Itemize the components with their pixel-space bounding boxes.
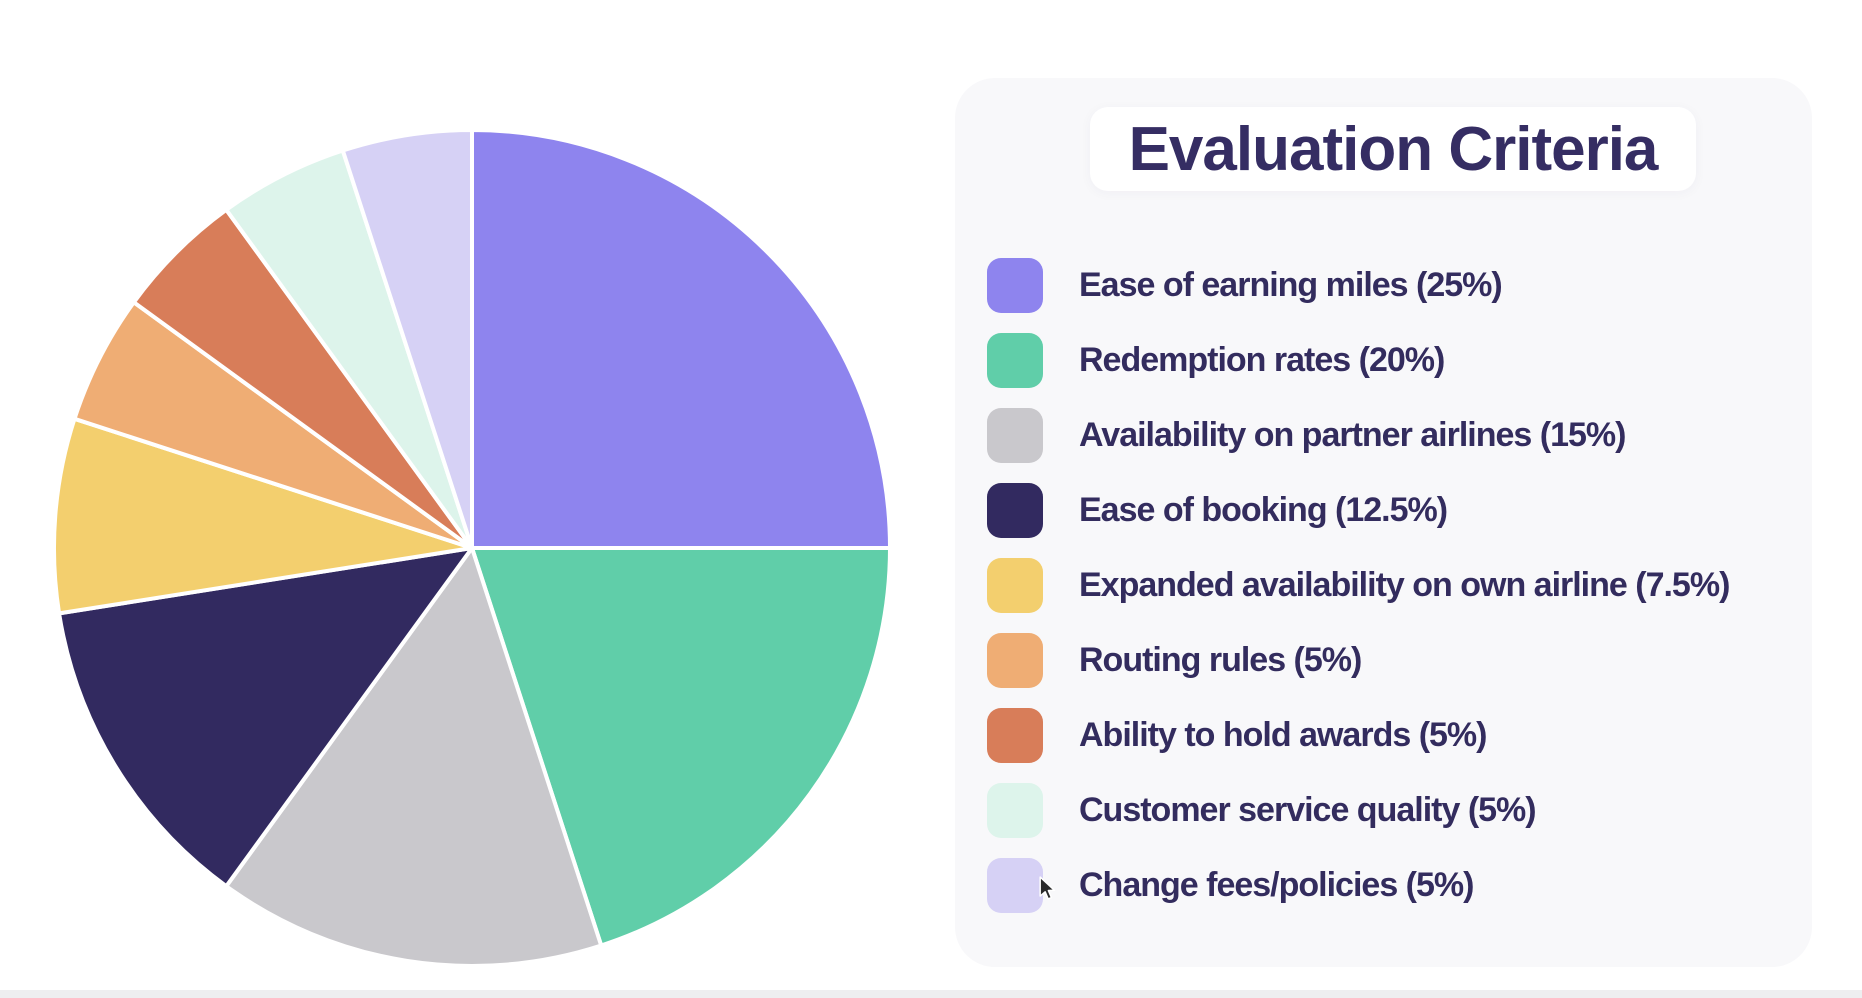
legend-row: Ease of booking (12.5%) (987, 483, 1729, 538)
pie-slice-2 (224, 546, 604, 968)
legend-row: Availability on partner airlines (15%) (987, 408, 1729, 463)
legend-row: Change fees/policies (5%) (987, 858, 1729, 913)
legend-label: Ease of earning miles (25%) (1079, 266, 1503, 304)
legend-label: Availability on partner airlines (15%) (1079, 416, 1626, 454)
legend-label: Change fees/policies (5%) (1079, 866, 1474, 904)
legend-title-pill: Evaluation Criteria (1090, 107, 1696, 191)
legend-swatch (987, 633, 1043, 688)
pie-slice-4 (51, 416, 474, 616)
legend-label: Redemption rates (20%) (1079, 341, 1445, 379)
legend-title: Evaluation Criteria (1128, 114, 1659, 184)
pie-slice-3 (57, 546, 474, 889)
legend-swatch (987, 258, 1043, 313)
legend-swatch (987, 708, 1043, 763)
legend-label: Expanded availability on own airline (7.… (1079, 566, 1730, 604)
legend-swatch (987, 858, 1043, 913)
bottom-strip (0, 990, 1862, 998)
legend-swatch (987, 558, 1043, 613)
legend-row: Expanded availability on own airline (7.… (987, 558, 1730, 613)
pie-slice-0 (470, 128, 892, 550)
legend-label: Customer service quality (5%) (1079, 791, 1537, 829)
legend-label: Ease of booking (12.5%) (1079, 491, 1448, 529)
legend-row: Ability to hold awards (5%) (987, 708, 1729, 763)
legend: Ease of earning miles (25%) Redemption ra… (987, 258, 1730, 913)
legend-label: Routing rules (5%) (1079, 641, 1362, 679)
legend-row: Redemption rates (20%) (987, 333, 1729, 388)
pie-slice-1 (470, 546, 892, 948)
pie-slice-8 (340, 128, 474, 550)
legend-swatch (987, 783, 1043, 838)
legend-card (955, 78, 1812, 967)
legend-row: Ease of earning miles (25%) (987, 258, 1729, 313)
legend-label: Ability to hold awards (5%) (1079, 716, 1487, 754)
legend-row: Customer service quality (5%) (987, 783, 1729, 838)
legend-swatch (987, 408, 1043, 463)
legend-swatch (987, 333, 1043, 388)
legend-row: Routing rules (5%) (987, 633, 1729, 688)
legend-swatch (987, 483, 1043, 538)
